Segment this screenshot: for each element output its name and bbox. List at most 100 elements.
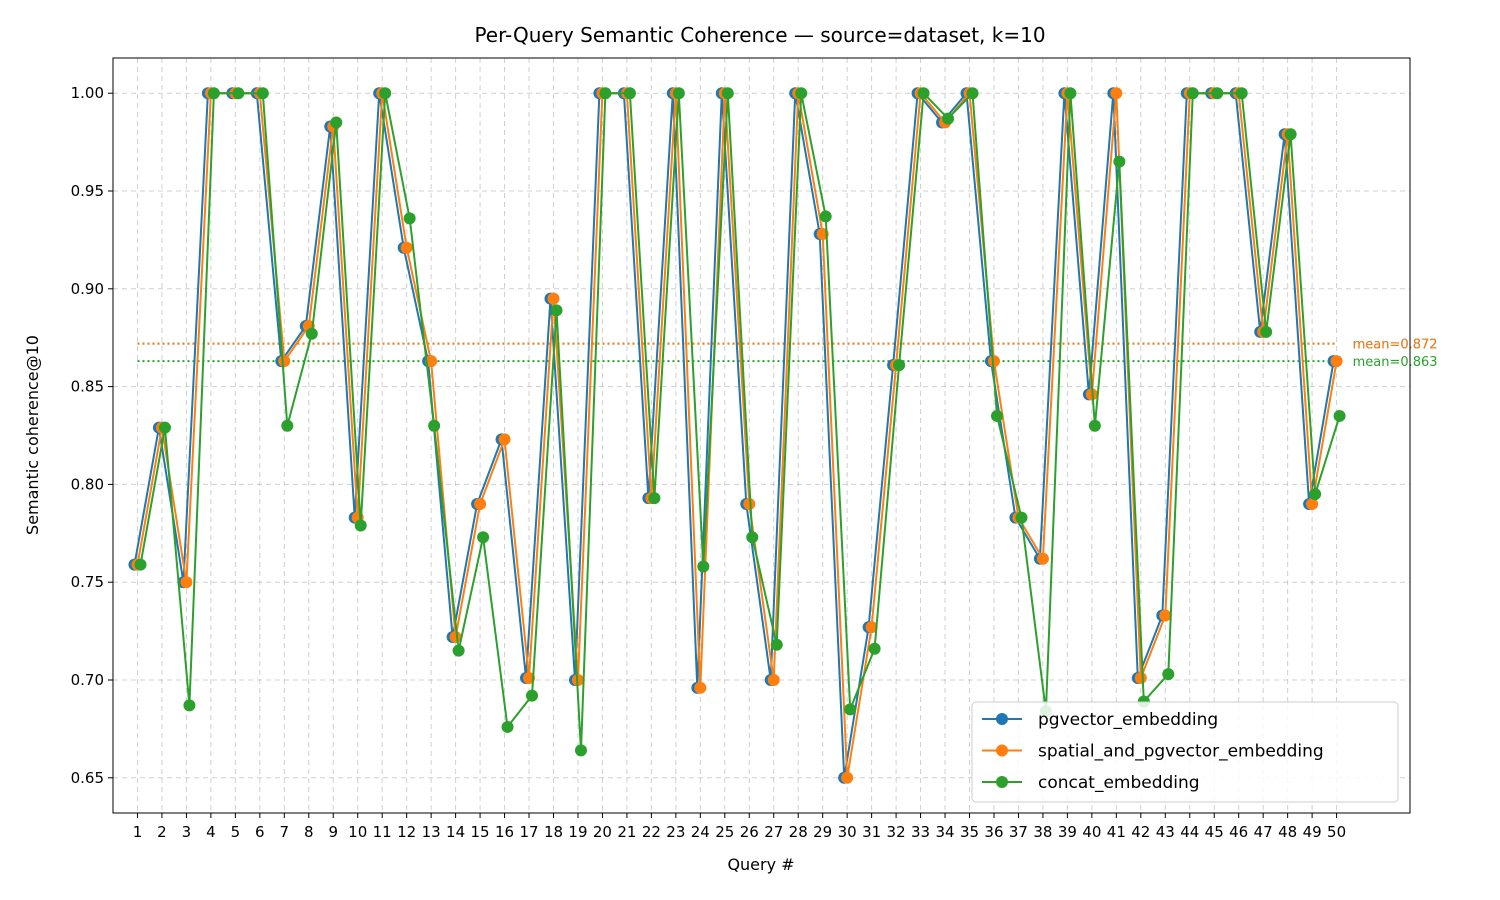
data-point	[868, 642, 881, 655]
x-tick-label: 28	[789, 823, 808, 841]
data-point	[1110, 87, 1123, 100]
data-point	[1235, 87, 1248, 100]
data-point	[1186, 87, 1199, 100]
x-tick-label: 35	[960, 823, 979, 841]
data-point	[474, 497, 487, 510]
x-tick-label: 47	[1254, 823, 1273, 841]
legend-entries: pgvector_embedding spatial_and_pgvector_e…	[982, 710, 1324, 793]
x-tick-label: 5	[231, 823, 241, 841]
x-tick-label: 39	[1058, 823, 1077, 841]
data-point	[403, 212, 416, 225]
data-point	[477, 531, 490, 544]
x-tick-label: 8	[304, 823, 314, 841]
x-tick-label: 46	[1229, 823, 1248, 841]
x-tick-label: 29	[813, 823, 832, 841]
legend-label: spatial_and_pgvector_embedding	[1038, 742, 1324, 762]
data-point	[449, 630, 462, 643]
data-point	[1064, 87, 1077, 100]
data-point	[1260, 325, 1273, 338]
data-point	[966, 87, 979, 100]
x-tick-label: 34	[935, 823, 954, 841]
x-tick-label: 4	[206, 823, 216, 841]
data-point	[1306, 497, 1319, 510]
data-point	[599, 87, 612, 100]
x-tick-label: 22	[642, 823, 661, 841]
data-point	[379, 87, 392, 100]
data-point	[1284, 128, 1297, 141]
x-tick-label: 17	[519, 823, 538, 841]
x-axis-label: Query #	[727, 855, 794, 874]
data-point	[180, 576, 193, 589]
x-tick-label: 9	[328, 823, 338, 841]
data-point	[990, 409, 1003, 422]
x-tick-label: 3	[182, 823, 192, 841]
data-point	[452, 644, 465, 657]
y-tick-label: 0.80	[71, 475, 104, 493]
data-point	[942, 112, 955, 125]
mean-label-pgvector_embedding: mean=0.872	[1353, 338, 1438, 353]
data-point	[746, 531, 759, 544]
data-point	[400, 241, 413, 254]
x-tick-label: 10	[348, 823, 367, 841]
data-point	[819, 210, 832, 223]
y-tick-label: 0.95	[71, 182, 104, 200]
data-point	[1015, 511, 1028, 524]
data-point	[207, 87, 220, 100]
legend-marker	[996, 776, 1008, 788]
x-tick-label: 43	[1156, 823, 1175, 841]
series-line-pgvector_embedding	[133, 92, 1335, 779]
data-point	[694, 681, 707, 694]
x-tick-label: 16	[495, 823, 514, 841]
x-tick-label: 41	[1107, 823, 1126, 841]
legend-entry-spatial_and_pgvector_embedding: spatial_and_pgvector_embedding	[982, 742, 1324, 762]
y-axis-ticks: 0.65 0.70 0.75 0.80 0.85 0.90 0.95 1.00	[71, 84, 113, 787]
data-point	[795, 87, 808, 100]
mean-label-spatial_and_pgvector_embedding: mean=0.872	[1353, 338, 1438, 353]
data-point	[354, 519, 367, 532]
data-point	[134, 558, 147, 571]
data-point	[865, 621, 878, 634]
data-point	[232, 87, 245, 100]
x-tick-label: 40	[1082, 823, 1101, 841]
data-point	[498, 433, 511, 446]
data-point	[305, 327, 318, 340]
data-point	[428, 419, 441, 432]
x-tick-label: 13	[422, 823, 441, 841]
y-tick-label: 0.90	[71, 280, 104, 298]
plot-frame	[112, 57, 1411, 814]
data-point	[281, 419, 294, 432]
data-point	[1088, 419, 1101, 432]
series-line-spatial_and_pgvector_embedding	[136, 92, 1338, 779]
data-point	[1036, 552, 1049, 565]
data-point	[574, 744, 587, 757]
data-point	[841, 771, 854, 784]
x-tick-label: 14	[446, 823, 465, 841]
legend: pgvector_embedding spatial_and_pgvector_e…	[971, 701, 1399, 803]
legend-label: concat_embedding	[1038, 773, 1200, 793]
data-point	[1134, 672, 1147, 685]
data-point	[330, 116, 343, 129]
data-point	[767, 673, 780, 686]
data-point	[648, 492, 661, 505]
y-tick-label: 0.65	[71, 769, 104, 787]
x-tick-label: 23	[666, 823, 685, 841]
x-tick-label: 33	[911, 823, 930, 841]
x-tick-label: 12	[397, 823, 416, 841]
data-point	[743, 497, 756, 510]
x-tick-label: 21	[617, 823, 636, 841]
data-point	[721, 87, 734, 100]
chart-title: Per-Query Semantic Coherence — source=da…	[474, 23, 1045, 47]
x-tick-label: 50	[1327, 823, 1346, 841]
x-tick-label: 26	[740, 823, 759, 841]
data-point	[501, 720, 514, 733]
x-tick-label: 1	[133, 823, 143, 841]
data-point	[550, 304, 563, 317]
x-tick-label: 49	[1303, 823, 1322, 841]
y-axis-label: Semantic coherence@10	[23, 335, 42, 535]
legend-box	[971, 701, 1399, 803]
data-point	[278, 355, 291, 368]
data-point	[1211, 87, 1224, 100]
x-tick-label: 37	[1009, 823, 1028, 841]
x-tick-label: 30	[838, 823, 857, 841]
